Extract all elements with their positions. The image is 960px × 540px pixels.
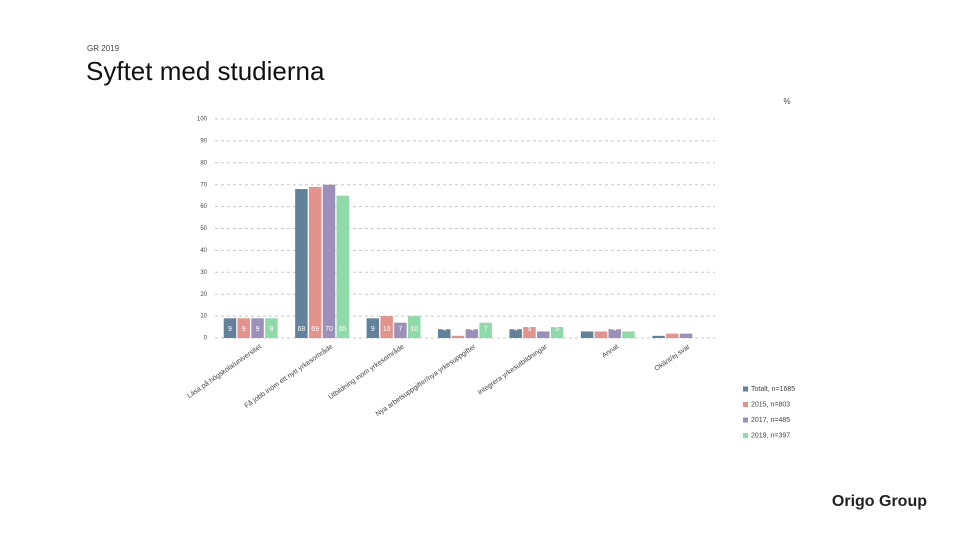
bar [451,335,465,338]
value-label: 4 [442,326,446,333]
bar [223,318,237,338]
legend-label: 2015, n=803 [751,401,790,408]
y-tick-label: 20 [200,292,207,298]
bar [666,333,679,338]
brand: Origo Group [832,493,927,510]
slide-label: GR 2019 [87,44,120,53]
x-tick-label: Okänt/ej svar [654,343,692,373]
unit-label: % [783,97,790,106]
value-label: 5 [555,326,559,333]
bar [438,329,451,338]
bar [265,318,278,338]
value-label: 3 [541,326,545,333]
x-tick-label: Integrera yrkesutbildningar [477,343,549,397]
y-tick-label: 80 [200,160,207,166]
bar [580,331,594,338]
value-label: 70 [325,326,333,333]
bar [394,322,407,338]
value-label: 65 [339,326,347,333]
bar [550,327,564,338]
value-label: 9 [256,326,260,333]
bar [251,318,264,338]
legend-swatch [743,402,748,407]
value-label: 5 [528,326,532,333]
value-label: 3 [585,326,589,333]
value-label: 4 [470,326,474,333]
value-label: 9 [371,326,375,333]
bar [366,318,380,338]
legend-label: 2019, n=397 [751,432,790,439]
y-tick-label: 90 [200,138,207,144]
bar [465,329,479,338]
bar [336,195,350,338]
x-tick-label: Läsa på högskola/universitet [186,343,263,400]
y-tick-label: 10 [200,314,207,320]
value-label: 3 [627,326,631,333]
bar [652,335,665,338]
y-tick-label: 100 [197,117,208,123]
value-label: 9 [242,326,246,333]
value-label: 2 [684,326,688,333]
bar [679,333,693,338]
value-label: 2 [670,326,674,333]
x-tick-label: Utbildning inom yrkesområde [327,343,406,402]
value-label: 10 [383,326,391,333]
value-label: 4 [613,326,617,333]
legend-swatch [743,386,748,392]
bar [608,329,621,338]
y-tick-label: 50 [200,226,207,232]
slide-title: Syftet med studierna [86,56,325,86]
bar [537,331,550,338]
x-tick-label: Annat [601,343,620,359]
bar [523,327,536,338]
bar [322,184,336,338]
bar [509,329,522,338]
bar [407,316,421,338]
legend-swatch [743,417,748,423]
legend-swatch [743,433,748,438]
value-label: 9 [228,326,232,333]
y-tick-label: 0 [204,336,208,342]
bar [308,186,322,338]
bar [295,189,308,338]
y-tick-label: 60 [200,204,207,210]
y-tick-label: 30 [200,270,207,276]
value-label: 9 [269,326,273,333]
value-label: 3 [599,326,603,333]
value-label: 69 [311,326,319,333]
bar [622,331,635,338]
bar [594,331,608,338]
value-label: 1 [456,326,460,333]
y-tick-label: 70 [200,182,207,188]
value-label: 7 [398,326,402,333]
value-label: 4 [514,326,518,333]
value-label: 68 [297,326,305,333]
legend-label: Totalt, n=1685 [751,386,795,393]
bar [237,318,251,338]
value-label: 7 [484,326,488,333]
y-tick-label: 40 [200,248,207,254]
bar [380,316,393,338]
legend-label: 2017, n=485 [751,417,790,424]
bar [479,322,492,338]
value-label: 1 [657,326,661,333]
value-label: 10 [410,326,418,333]
